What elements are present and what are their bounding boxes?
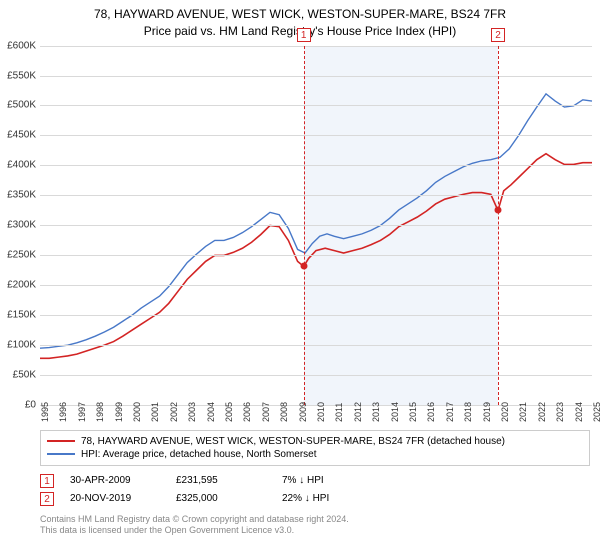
plot-region: £0£50K£100K£150K£200K£250K£300K£350K£400… [40,46,592,406]
legend-label: 78, HAYWARD AVENUE, WEST WICK, WESTON-SU… [81,436,505,447]
gridline [40,225,592,226]
y-tick-label: £500K [7,100,36,111]
legend-swatch [47,453,75,455]
sale-price: £325,000 [176,493,266,504]
x-tick-label: 2002 [169,402,179,422]
x-tick-label: 2024 [574,402,584,422]
x-tick-label: 2014 [390,402,400,422]
sale-row: 1 30-APR-2009 £231,595 7% ↓ HPI [40,472,590,490]
y-tick-label: £400K [7,160,36,171]
gridline [40,315,592,316]
x-axis-labels: 1995199619971998199920002001200220032004… [40,406,592,426]
sale-delta: 7% ↓ HPI [282,475,372,486]
sale-event-marker: 2 [491,28,505,42]
x-tick-label: 2007 [261,402,271,422]
gridline [40,345,592,346]
legend-row: HPI: Average price, detached house, Nort… [47,448,583,461]
gridline [40,255,592,256]
y-tick-label: £50K [13,369,36,380]
x-tick-label: 2023 [555,402,565,422]
sale-dot [494,207,501,214]
y-tick-label: £200K [7,279,36,290]
x-tick-label: 1996 [58,402,68,422]
sale-event-line [498,46,499,405]
x-tick-label: 2017 [445,402,455,422]
x-tick-label: 2016 [426,402,436,422]
sale-date: 30-APR-2009 [70,475,160,486]
x-tick-label: 1995 [40,402,50,422]
x-tick-label: 2022 [537,402,547,422]
sale-delta: 22% ↓ HPI [282,493,372,504]
x-tick-label: 2008 [279,402,289,422]
sale-row: 2 20-NOV-2019 £325,000 22% ↓ HPI [40,490,590,508]
x-tick-label: 1998 [95,402,105,422]
x-tick-label: 2011 [334,402,344,421]
gridline [40,76,592,77]
gridline [40,105,592,106]
y-tick-label: £350K [7,190,36,201]
y-tick-label: £450K [7,130,36,141]
sale-event-marker: 1 [297,28,311,42]
sale-badge: 1 [40,474,54,488]
x-tick-label: 2010 [316,402,326,422]
x-tick-label: 2005 [224,402,234,422]
legend-row: 78, HAYWARD AVENUE, WEST WICK, WESTON-SU… [47,435,583,448]
gridline [40,375,592,376]
legend-swatch [47,440,75,442]
x-tick-label: 2009 [298,402,308,422]
y-tick-label: £150K [7,309,36,320]
footer-line2: This data is licensed under the Open Gov… [40,525,590,537]
y-tick-label: £300K [7,220,36,231]
sales-table: 1 30-APR-2009 £231,595 7% ↓ HPI 2 20-NOV-2019… [40,472,590,508]
attribution-footer: Contains HM Land Registry data © Crown c… [40,514,590,537]
sale-dot [300,263,307,270]
x-tick-label: 1997 [77,402,87,422]
x-tick-label: 2020 [500,402,510,422]
x-tick-label: 2012 [353,402,363,422]
x-tick-label: 1999 [114,402,124,422]
sale-price: £231,595 [176,475,266,486]
x-tick-label: 2021 [518,402,528,422]
x-tick-label: 2001 [150,402,160,422]
sale-event-line [304,46,305,405]
sale-date: 20-NOV-2019 [70,493,160,504]
x-tick-label: 2000 [132,402,142,422]
y-tick-label: £250K [7,250,36,261]
y-tick-label: £600K [7,40,36,51]
gridline [40,285,592,286]
chart-area: £0£50K£100K£150K£200K£250K£300K£350K£400… [40,46,592,426]
gridline [40,165,592,166]
x-tick-label: 2025 [592,402,600,422]
title-line1: 78, HAYWARD AVENUE, WEST WICK, WESTON-SU… [0,6,600,23]
x-tick-label: 2006 [242,402,252,422]
footer-line1: Contains HM Land Registry data © Crown c… [40,514,590,526]
y-tick-label: £100K [7,339,36,350]
x-tick-label: 2004 [206,402,216,422]
gridline [40,195,592,196]
series-hpi [40,93,592,347]
x-tick-label: 2015 [408,402,418,422]
gridline [40,135,592,136]
x-tick-label: 2003 [187,402,197,422]
y-tick-label: £550K [7,70,36,81]
x-tick-label: 2019 [482,402,492,422]
gridline [40,46,592,47]
legend-label: HPI: Average price, detached house, Nort… [81,449,317,460]
legend: 78, HAYWARD AVENUE, WEST WICK, WESTON-SU… [40,430,590,466]
sale-badge: 2 [40,492,54,506]
y-tick-label: £0 [25,399,36,410]
x-tick-label: 2018 [463,402,473,422]
x-tick-label: 2013 [371,402,381,422]
